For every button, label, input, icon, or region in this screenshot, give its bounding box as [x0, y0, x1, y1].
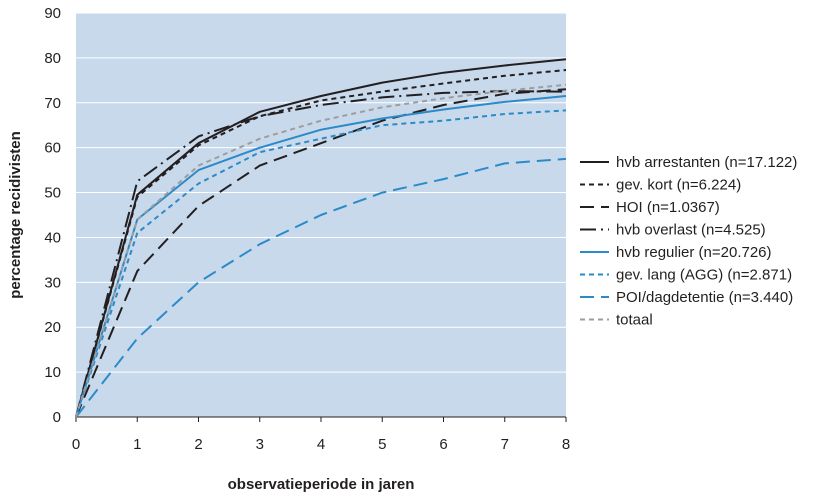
axes — [75, 416, 567, 422]
series-line — [75, 157, 567, 418]
y-tick-label: 60 — [44, 140, 61, 157]
y-tick-labels: 0 10 20 30 40 50 60 70 80 90 — [44, 5, 61, 426]
legend-label: HOI (n=1.0367) — [616, 199, 720, 216]
x-tick-label: 5 — [378, 436, 386, 453]
x-axis-title: observatieperiode in jaren — [228, 476, 415, 493]
y-tick-label: 80 — [44, 50, 61, 67]
legend-label: gev. lang (AGG) (n=2.871) — [616, 267, 792, 284]
y-tick-label: 10 — [44, 364, 61, 381]
y-axis-title: percentage recidivisten — [7, 131, 24, 299]
legend: hvb arrestanten (n=17.122) gev. kort (n=6… — [580, 154, 797, 329]
x-tick-label: 1 — [133, 436, 141, 453]
series-line — [75, 90, 567, 418]
x-tick-labels: 0 1 2 3 4 5 6 7 8 — [72, 436, 570, 453]
legend-label: gev. kort (n=6.224) — [616, 177, 741, 194]
series-line — [75, 95, 567, 418]
y-tick-label: 90 — [44, 5, 61, 22]
x-tick-label: 3 — [256, 436, 264, 453]
legend-label: hvb overlast (n=4.525) — [616, 222, 766, 239]
x-tick-label: 4 — [317, 436, 325, 453]
y-tick-label: 0 — [53, 409, 61, 426]
series-line — [75, 69, 567, 418]
y-tick-label: 50 — [44, 185, 61, 202]
x-tick-label: 2 — [194, 436, 202, 453]
legend-label: hvb arrestanten (n=17.122) — [616, 154, 797, 171]
y-tick-label: 30 — [44, 274, 61, 291]
series-line — [75, 88, 567, 418]
legend-label: hvb regulier (n=20.726) — [616, 244, 772, 261]
y-tick-label: 20 — [44, 319, 61, 336]
series-lines — [75, 58, 567, 418]
series-line — [75, 109, 567, 418]
y-tick-label: 70 — [44, 95, 61, 112]
x-tick-label: 7 — [501, 436, 509, 453]
x-tick-label: 0 — [72, 436, 80, 453]
legend-label: POI/dagdetentie (n=3.440) — [616, 289, 793, 306]
x-tick-label: 8 — [562, 436, 570, 453]
legend-label: totaal — [616, 312, 653, 329]
grid — [76, 12, 566, 373]
series-line — [75, 58, 567, 418]
y-tick-label: 40 — [44, 229, 61, 246]
x-tick-label: 6 — [439, 436, 447, 453]
